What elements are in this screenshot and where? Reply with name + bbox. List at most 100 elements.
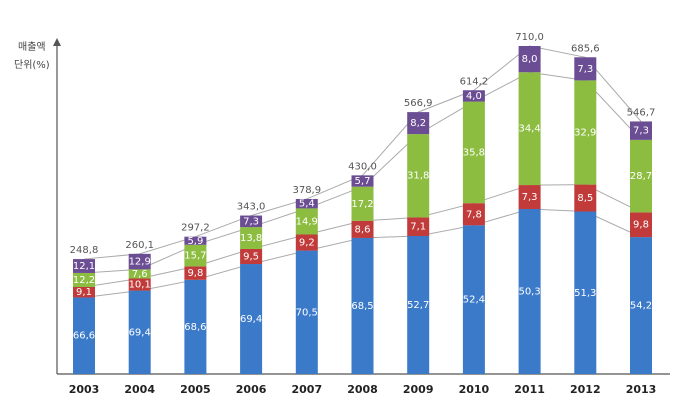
segment-label: 9,2 [299,238,315,249]
segment-label: 7,8 [466,209,482,220]
segment-label: 12,9 [129,257,151,268]
bar-segment [518,185,541,210]
bar-segment [351,175,374,187]
bar-segment [128,269,151,279]
x-tick-label: 2007 [291,383,322,396]
segment-label: 7,6 [132,269,148,280]
bar-segment [462,90,485,102]
bar-segment [462,225,485,374]
y-axis-arrow [53,38,61,46]
bar-segment [73,259,95,273]
segment-label: 68,6 [184,322,206,333]
bar-segment [462,101,485,204]
segment-label: 10,1 [129,280,151,291]
total-label: 685,6 [571,43,600,54]
segment-label: 8,0 [522,54,538,65]
bar-segment [351,220,374,238]
total-label: 614,2 [460,76,489,87]
segment-label: 52,4 [463,295,485,306]
bar-segment [184,266,207,280]
total-label: 260,1 [125,240,154,251]
bar-segment [295,198,318,209]
bar-segment [351,237,374,374]
bar-segment [518,72,541,186]
x-tick-label: 2010 [459,383,490,396]
segment-label: 4,0 [466,91,482,102]
segment-label: 9,5 [243,252,259,263]
bar-segment [407,112,430,135]
bar-segment [295,208,318,235]
total-label: 546,7 [627,107,656,118]
total-label: 566,9 [404,98,433,109]
segment-label: 69,4 [129,327,151,338]
segment-label: 54,2 [630,301,652,312]
x-tick-label: 2004 [124,383,155,396]
total-label: 378,9 [292,185,321,196]
bar-segment [184,279,207,374]
segment-label: 17,2 [351,199,373,210]
segment-label: 9,1 [76,287,92,298]
bar-segment [73,272,95,287]
segment-label: 34,4 [518,124,540,135]
segment-label: 32,9 [574,127,596,138]
x-tick-label: 2006 [236,383,267,396]
segment-label: 7,3 [522,192,538,203]
segment-label: 9,8 [633,220,649,231]
bar-segment [240,248,263,265]
segment-label: 13,8 [240,233,262,244]
segment-label: 52,7 [407,300,429,311]
bar-segment [407,217,430,236]
unit-label: 단위(%) [14,58,50,71]
segment-label: 8,6 [355,224,371,235]
bar-segment [630,139,652,213]
segment-label: 66,6 [73,331,95,342]
bar-segment [574,211,597,374]
bar-segment [184,236,207,245]
segment-label: 7,1 [410,222,426,233]
segment-label: 5,7 [355,176,371,187]
x-tick-label: 2008 [347,383,378,396]
bar-segment [73,297,95,374]
bar-segment [407,134,430,218]
segment-label: 7,3 [243,216,259,227]
bar-segment [73,286,95,298]
x-tick-label: 2009 [403,383,434,396]
bar-segment [295,250,318,374]
bar-segment [240,264,263,374]
bar-segment [240,215,263,228]
segment-label: 5,9 [187,236,203,247]
bar-segment [574,57,597,81]
bar-segment [630,121,652,140]
segment-label: 28,7 [630,171,652,182]
segment-label: 14,9 [296,216,318,227]
x-tick-label: 2005 [180,383,211,396]
bar-segment [518,209,541,374]
x-tick-label: 2011 [514,383,545,396]
bar-segment [351,186,374,221]
bar-segment [462,203,485,226]
segment-label: 8,5 [577,193,593,204]
segment-label: 70,5 [296,307,318,318]
segment-label: 7,3 [633,126,649,137]
total-label: 430,0 [348,161,377,172]
bar-segment [630,212,652,238]
segment-label: 12,2 [73,275,95,286]
segment-label: 5,4 [299,199,315,210]
segment-label: 50,3 [518,287,540,298]
segment-label: 68,5 [351,301,373,312]
bar-segment [128,253,151,270]
segment-label: 35,8 [463,147,485,158]
total-label: 343,0 [237,202,266,213]
bar-segment [407,235,430,374]
x-tick-label: 2013 [626,383,657,396]
bar-segment [295,234,318,251]
segment-label: 31,8 [407,171,429,182]
segment-label: 69,4 [240,314,262,325]
segment-label: 7,3 [577,64,593,75]
segment-label: 51,3 [574,288,596,299]
segment-label: 8,2 [410,118,426,129]
y-label: 매출액 [18,41,46,53]
bar-segment [128,290,151,374]
total-label: 297,2 [181,223,210,234]
